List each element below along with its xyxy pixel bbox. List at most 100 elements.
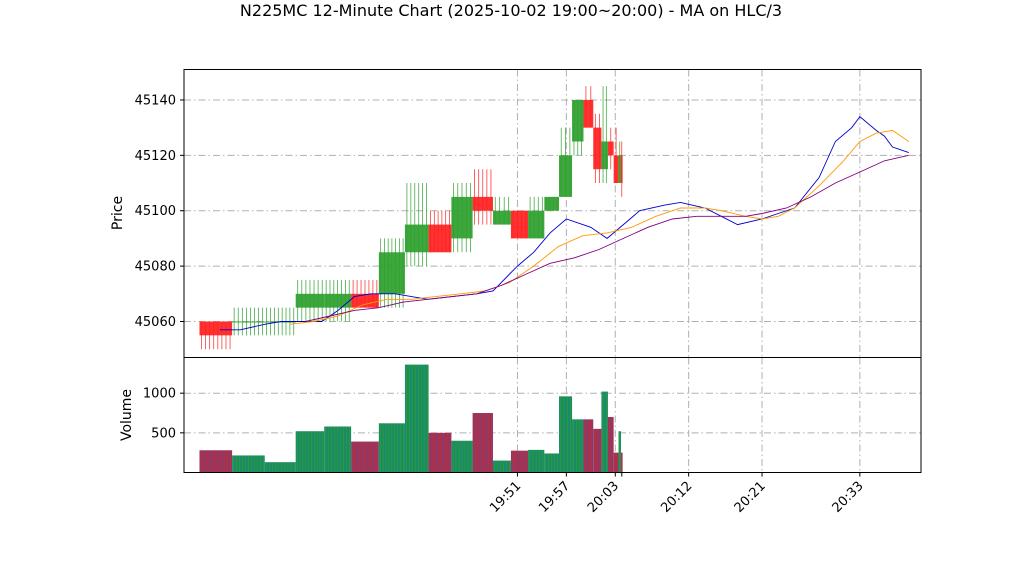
- volume-bar: [544, 453, 560, 473]
- volume-panel: 500 1000 Volume: [119, 357, 922, 473]
- x-tick-label: 20:12: [658, 479, 695, 516]
- candle-up: [572, 99, 584, 156]
- volume-bars: [199, 364, 623, 473]
- volume-bar-fill: [492, 460, 511, 473]
- candle-body: [593, 127, 602, 170]
- volume-bar: [199, 450, 233, 473]
- candle-up: [404, 183, 429, 267]
- volume-bar: [378, 423, 405, 473]
- candle-up: [451, 183, 473, 253]
- candle-down: [351, 279, 379, 308]
- volume-bar: [620, 452, 623, 473]
- price-panel: 45060 45080 45100 45120 45140 Price: [110, 69, 922, 358]
- candle-body: [618, 155, 621, 184]
- volume-bar: [528, 449, 545, 473]
- volume-bar-fill: [601, 391, 608, 473]
- volume-bar-fill: [613, 452, 619, 473]
- volume-bar: [492, 460, 511, 473]
- candle-up: [378, 238, 405, 308]
- candle-body: [613, 155, 619, 184]
- volume-bar-fill: [295, 431, 325, 473]
- candle-body: [351, 293, 379, 308]
- candle-body: [607, 141, 614, 156]
- candle-up: [232, 307, 265, 336]
- moving-average-line: [219, 115, 909, 331]
- candle-body: [451, 196, 473, 239]
- candle-body: [199, 321, 233, 336]
- candle-body: [295, 293, 325, 308]
- volume-y-ticks: 500 1000: [143, 387, 184, 441]
- price-bars: [199, 86, 623, 350]
- candle-body: [620, 155, 623, 184]
- volume-bar-fill: [264, 462, 296, 473]
- candle-body: [544, 196, 560, 211]
- volume-bar-fill: [559, 396, 573, 473]
- volume-axis-label: Volume: [119, 389, 135, 441]
- volume-bar-fill: [404, 364, 429, 473]
- volume-bar-fill: [572, 419, 584, 473]
- price-y-ticks: 45060 45080 45100 45120 45140: [135, 93, 184, 330]
- candle-up: [492, 196, 511, 225]
- candle-up: [324, 279, 352, 322]
- volume-bar: [428, 432, 452, 473]
- candle-down: [613, 127, 619, 184]
- candle-down: [510, 210, 529, 239]
- moving-average-line: [289, 129, 910, 325]
- x-tick-label: 19:57: [536, 479, 573, 516]
- candle-body: [232, 321, 265, 323]
- candle-down: [607, 127, 614, 170]
- volume-bar: [618, 431, 621, 473]
- candle-body: [378, 252, 405, 294]
- volume-axes-frame: [183, 357, 922, 473]
- candle-body: [510, 210, 529, 239]
- volume-bar: [451, 440, 473, 473]
- candle-up: [295, 279, 325, 322]
- volume-tick-label: 1000: [143, 387, 176, 402]
- candle-down: [428, 210, 452, 253]
- chart-title: N225MC 12-Minute Chart (2025-10-02 19:00…: [240, 1, 782, 20]
- candle-body: [583, 99, 594, 128]
- candle-body: [472, 196, 493, 211]
- x-axis-ticks: 19:51 19:57 20:03 20:12 20:21 20:33: [487, 472, 867, 516]
- candle-down: [593, 113, 602, 184]
- candle-down: [583, 86, 594, 128]
- volume-bar: [607, 416, 614, 473]
- price-axis-label: Price: [110, 196, 126, 230]
- volume-bar-fill: [510, 450, 529, 473]
- x-tick-label: 20:03: [585, 479, 622, 516]
- volume-bar: [572, 419, 584, 473]
- price-tick-label: 45140: [135, 93, 176, 108]
- price-grid: [184, 69, 921, 358]
- candle-body: [572, 99, 584, 142]
- x-tick-label: 19:51: [487, 479, 524, 516]
- candle-body: [492, 210, 511, 225]
- candle-up: [618, 141, 621, 184]
- x-tick-label: 20:33: [830, 479, 867, 516]
- candle-body: [601, 141, 608, 170]
- x-tick-label: 20:21: [732, 479, 769, 516]
- candle-up: [601, 86, 608, 184]
- candle-body: [324, 293, 352, 308]
- volume-bar: [295, 431, 325, 473]
- volume-bar: [601, 391, 608, 473]
- candle-down: [472, 169, 493, 225]
- candle-body: [528, 210, 545, 239]
- candle-body: [428, 224, 452, 253]
- candle-down: [199, 321, 233, 350]
- price-axes-frame: [183, 69, 922, 358]
- volume-bar: [404, 364, 429, 473]
- volume-bar: [264, 462, 296, 473]
- volume-tick-label: 500: [151, 426, 176, 441]
- candle-body: [559, 155, 573, 197]
- candle-up: [559, 127, 573, 197]
- volume-bar: [559, 396, 573, 473]
- volume-bar: [613, 452, 619, 473]
- volume-bar-fill: [428, 432, 452, 473]
- volume-bar: [324, 426, 352, 473]
- candle-up: [528, 196, 545, 239]
- volume-bar: [593, 428, 602, 473]
- price-tick-label: 45080: [135, 260, 176, 275]
- moving-average-line: [305, 154, 909, 322]
- price-tick-label: 45060: [135, 315, 176, 330]
